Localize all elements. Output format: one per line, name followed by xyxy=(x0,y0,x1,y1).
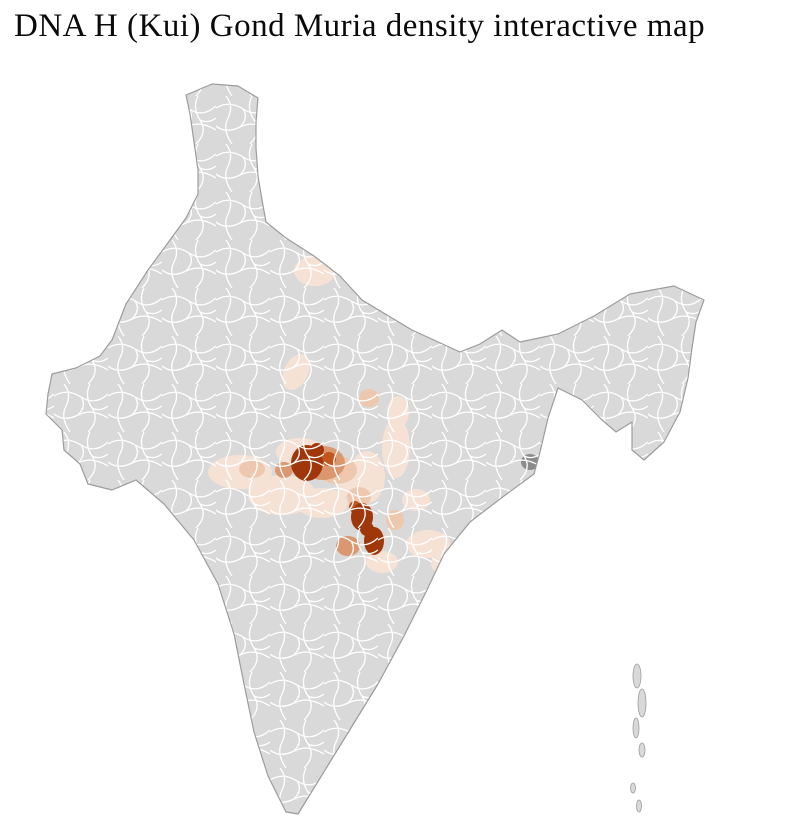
no-data-region[interactable] xyxy=(39,419,53,429)
district-boundary-mesh xyxy=(46,84,704,814)
island[interactable] xyxy=(638,742,646,758)
island[interactable] xyxy=(636,799,642,813)
andaman-nicobar-islands[interactable] xyxy=(630,663,647,813)
island[interactable] xyxy=(630,782,636,794)
island[interactable] xyxy=(632,717,640,739)
island[interactable] xyxy=(637,688,647,718)
page-title: DNA H (Kui) Gond Muria density interacti… xyxy=(14,8,706,44)
island[interactable] xyxy=(632,663,642,689)
